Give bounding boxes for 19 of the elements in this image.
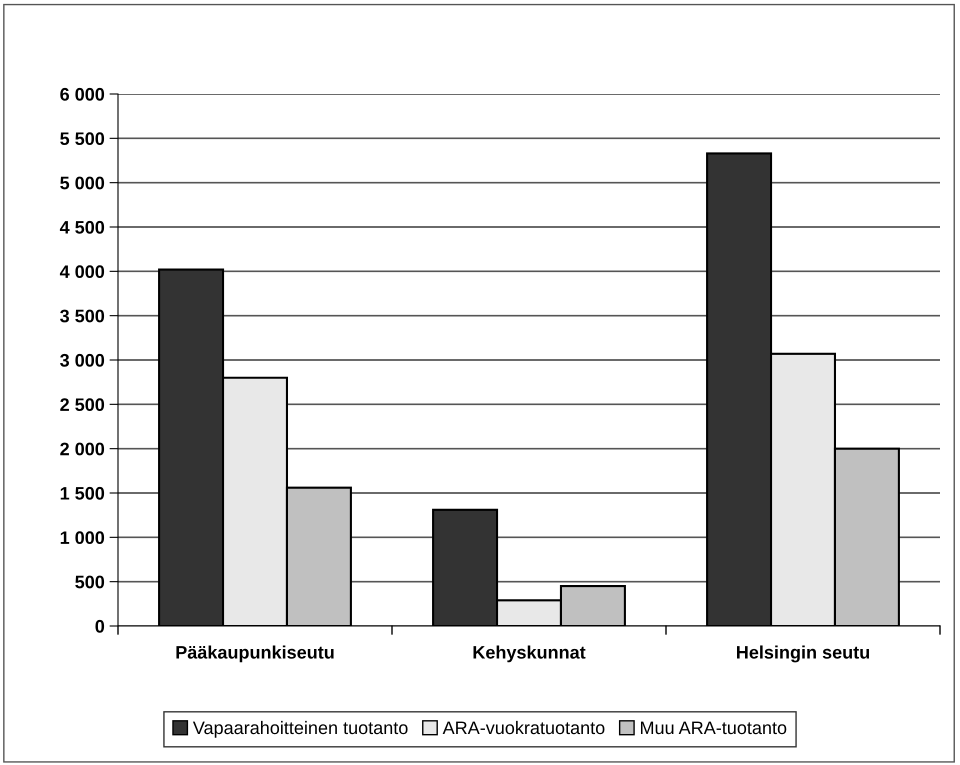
y-tick-label: 5 000 xyxy=(60,176,104,190)
y-tick-label: 4 000 xyxy=(60,265,104,278)
x-tick-label: Pääkaupunkiseutu xyxy=(176,645,334,662)
y-tick-label: 3 500 xyxy=(60,310,104,322)
legend-label: ARA-vuokratuotanto xyxy=(442,720,604,734)
y-tick-label: 1 500 xyxy=(60,486,104,500)
y-tick-label: 4 500 xyxy=(60,220,104,234)
legend-label: Muu ARA-tuotanto xyxy=(640,722,786,734)
y-tick-label: 3 000 xyxy=(60,354,104,367)
y-tick-label: 1 000 xyxy=(60,531,104,544)
y-tick-label: 0 xyxy=(95,620,104,633)
x-tick-label: Kehyskunnat xyxy=(474,645,586,662)
y-tick-label: 6 000 xyxy=(60,88,104,101)
y-tick-label: 2 500 xyxy=(60,398,104,412)
x-tick-label: Helsingin seutu xyxy=(737,645,870,662)
legend-label: Vapaarahoitteinen tuotanto xyxy=(192,720,408,738)
y-tick-label: 2 000 xyxy=(60,442,104,456)
y-tick-label: 5 500 xyxy=(60,132,104,146)
y-tick-label: 500 xyxy=(75,576,104,588)
